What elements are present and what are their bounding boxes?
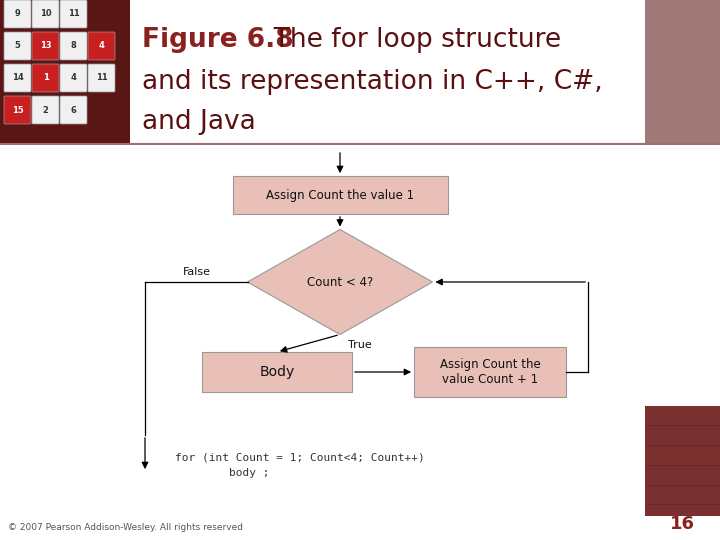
FancyBboxPatch shape <box>4 32 31 60</box>
Polygon shape <box>248 230 433 334</box>
Text: 16: 16 <box>670 515 695 533</box>
Text: 11: 11 <box>96 73 107 83</box>
Text: 6: 6 <box>71 105 76 114</box>
Text: and its representation in C++, C#,: and its representation in C++, C#, <box>142 69 603 95</box>
FancyBboxPatch shape <box>60 0 87 28</box>
Text: 13: 13 <box>40 42 51 51</box>
Bar <box>233 176 448 214</box>
Text: for (int Count = 1; Count<4; Count++): for (int Count = 1; Count<4; Count++) <box>175 452 425 462</box>
FancyBboxPatch shape <box>4 0 31 28</box>
FancyBboxPatch shape <box>60 64 87 92</box>
FancyBboxPatch shape <box>88 32 115 60</box>
Text: © 2007 Pearson Addison-Wesley. All rights reserved: © 2007 Pearson Addison-Wesley. All right… <box>8 523 243 532</box>
Text: Count < 4?: Count < 4? <box>307 275 373 288</box>
FancyBboxPatch shape <box>32 64 59 92</box>
Text: Body: Body <box>259 365 294 379</box>
FancyBboxPatch shape <box>88 64 115 92</box>
FancyBboxPatch shape <box>32 32 59 60</box>
Text: body ;: body ; <box>175 468 269 478</box>
Text: Assign Count the
value Count + 1: Assign Count the value Count + 1 <box>440 358 541 386</box>
Text: 8: 8 <box>71 42 76 51</box>
Text: 4: 4 <box>71 73 76 83</box>
FancyBboxPatch shape <box>4 64 31 92</box>
Text: 9: 9 <box>14 10 20 18</box>
Text: 14: 14 <box>12 73 23 83</box>
FancyBboxPatch shape <box>60 96 87 124</box>
Bar <box>414 347 566 397</box>
Bar <box>645 0 720 145</box>
FancyBboxPatch shape <box>32 0 59 28</box>
Text: 2: 2 <box>42 105 48 114</box>
Text: False: False <box>182 267 210 277</box>
FancyBboxPatch shape <box>60 32 87 60</box>
Text: 10: 10 <box>40 10 51 18</box>
FancyBboxPatch shape <box>32 96 59 124</box>
Text: True: True <box>348 340 372 349</box>
FancyBboxPatch shape <box>4 96 31 124</box>
Text: Assign Count the value 1: Assign Count the value 1 <box>266 188 414 201</box>
Text: Figure 6.8: Figure 6.8 <box>142 27 294 53</box>
Bar <box>202 352 352 392</box>
Text: 15: 15 <box>12 105 23 114</box>
Text: 5: 5 <box>14 42 20 51</box>
Text: 1: 1 <box>42 73 48 83</box>
Text: and Java: and Java <box>142 109 256 135</box>
Text: 11: 11 <box>68 10 79 18</box>
Bar <box>0 0 130 145</box>
Text: The for loop structure: The for loop structure <box>257 27 561 53</box>
Bar <box>645 406 720 516</box>
Text: 4: 4 <box>99 42 104 51</box>
